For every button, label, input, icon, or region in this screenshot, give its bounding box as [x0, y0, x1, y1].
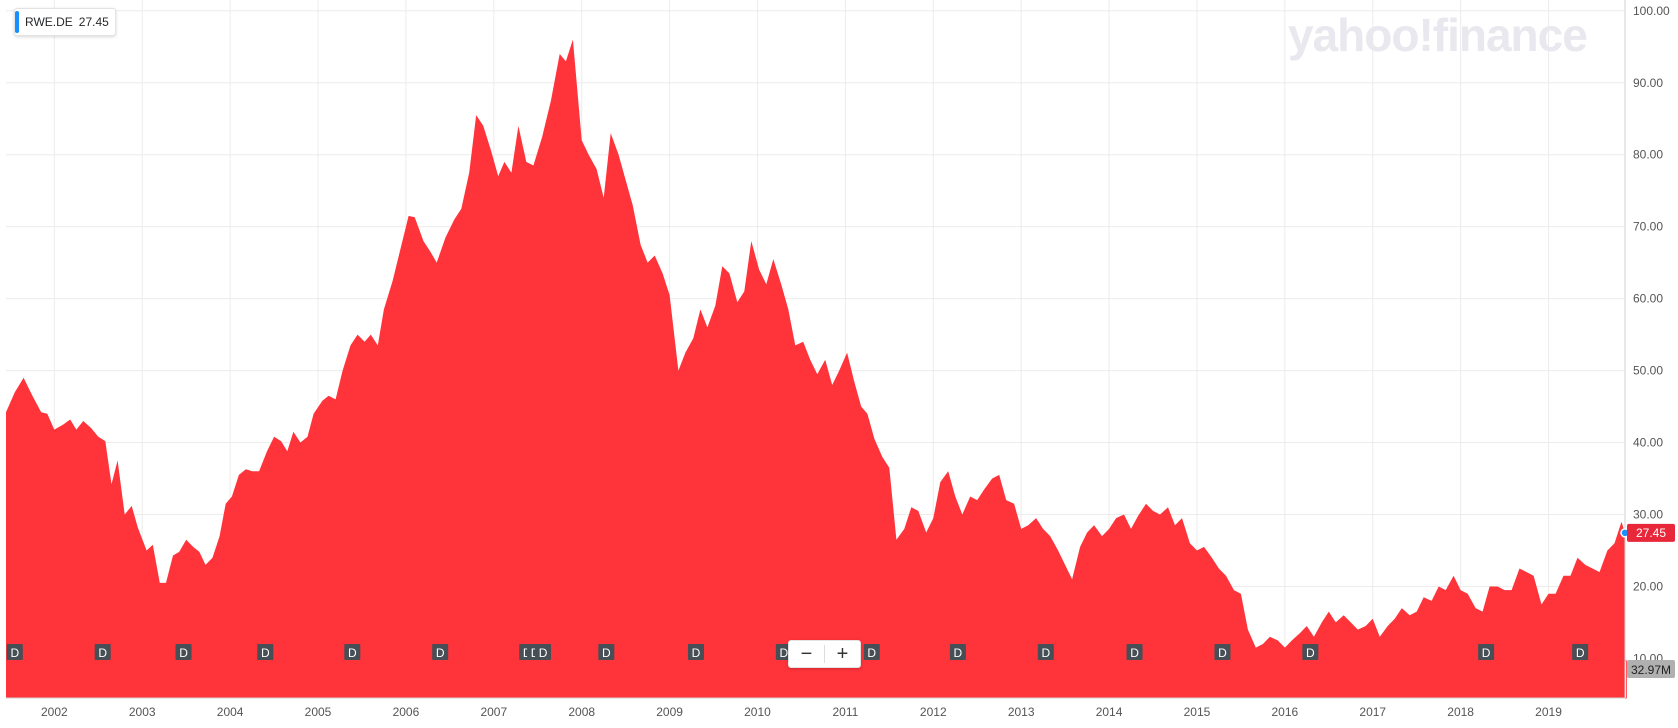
y-tick-label: 70.00: [1633, 220, 1663, 234]
x-tick-label: 2002: [41, 705, 68, 719]
dividend-marker[interactable]: D: [432, 644, 449, 660]
last-price-tag: [1627, 523, 1675, 542]
y-tick-label: 50.00: [1633, 364, 1663, 378]
dividend-marker-label: D: [867, 646, 876, 660]
dividend-marker-label: D: [1218, 646, 1227, 660]
last-price-label: 27.45: [1636, 526, 1666, 540]
dividend-marker[interactable]: D: [949, 644, 966, 660]
dividend-marker[interactable]: D: [1126, 644, 1143, 660]
dividend-marker-label: D: [954, 646, 963, 660]
dividend-marker-label: D: [1041, 646, 1050, 660]
volume-tag: [1627, 660, 1675, 678]
dividend-marker-box: [598, 644, 615, 660]
x-tick-label: 2019: [1535, 705, 1562, 719]
dividend-marker-box: [344, 644, 361, 660]
ticker-value: 27.45: [78, 15, 109, 29]
dividend-marker-label: D: [1306, 646, 1315, 660]
volume-label: 32.97M: [1631, 663, 1671, 677]
x-tick-label: 2016: [1272, 705, 1299, 719]
dividend-marker[interactable]: D: [1037, 644, 1054, 660]
y-tick-label: 20.00: [1633, 579, 1663, 593]
dividend-marker-label: D: [98, 646, 107, 660]
x-tick-label: 2006: [393, 705, 420, 719]
zoom-divider: [824, 645, 825, 663]
dividend-marker[interactable]: D: [535, 644, 552, 660]
dividend-marker[interactable]: D: [1214, 644, 1231, 660]
dividend-marker-label: D: [692, 646, 701, 660]
chart-axes: [6, 0, 1626, 699]
x-tick-label: 2011: [832, 705, 858, 719]
zoom-in-button[interactable]: +: [836, 643, 849, 665]
dividend-marker-box: [775, 644, 792, 660]
dividend-marker-box: [1572, 644, 1589, 660]
ticker-symbol: RWE.DE: [25, 15, 73, 29]
y-tick-label: 30.00: [1633, 508, 1663, 522]
dividend-marker-box: [1214, 644, 1231, 660]
dividend-marker[interactable]: D: [1572, 644, 1589, 660]
dividend-marker[interactable]: D: [175, 644, 192, 660]
dividend-marker-label: D: [436, 646, 445, 660]
dividend-marker[interactable]: D: [775, 644, 792, 660]
x-tick-label: 2009: [656, 705, 683, 719]
y-tick-label: 100.00: [1633, 4, 1670, 18]
dividend-marker-label: D: [179, 646, 188, 660]
dividend-marker-label: D: [780, 646, 789, 660]
y-tick-label: 40.00: [1633, 436, 1663, 450]
dividend-marker-box: [535, 644, 552, 660]
dividend-marker-box: [1302, 644, 1319, 660]
x-tick-label: 2014: [1096, 705, 1123, 719]
x-tick-label: 2005: [305, 705, 332, 719]
dividend-marker-label: D: [10, 646, 19, 660]
x-tick-label: 2008: [568, 705, 595, 719]
dividend-marker[interactable]: D: [687, 644, 704, 660]
dividend-marker[interactable]: D: [344, 644, 361, 660]
price-area-series: [6, 39, 1625, 699]
dividend-marker[interactable]: D: [6, 644, 23, 660]
dividend-marker-box: [6, 644, 23, 660]
dividend-marker-label: D: [1130, 646, 1139, 660]
dividend-marker[interactable]: D: [598, 644, 615, 660]
dividend-marker[interactable]: D: [1302, 644, 1319, 660]
dividend-marker-box: [1478, 644, 1495, 660]
dividend-marker-box: [863, 644, 880, 660]
dividend-marker[interactable]: D: [1478, 644, 1495, 660]
dividend-markers[interactable]: DDDDDDDDDDDDDDDDDDDD: [6, 644, 1589, 660]
dividend-marker-box: [1037, 644, 1054, 660]
y-tick-label: 60.00: [1633, 292, 1663, 306]
x-tick-label: 2010: [744, 705, 771, 719]
axis-labels: 10.0020.0030.0040.0050.0060.0070.0080.00…: [41, 4, 1675, 719]
dividend-marker-label: D: [602, 646, 611, 660]
dividend-marker-box: [257, 644, 274, 660]
y-tick-label: 90.00: [1633, 76, 1663, 90]
yahoo-finance-logo: yahoo!finance: [1288, 9, 1588, 61]
ticker-legend[interactable]: RWE.DE 27.45: [14, 8, 116, 36]
zoom-out-button[interactable]: −: [800, 643, 813, 665]
dividend-marker-label: D: [1576, 646, 1585, 660]
dividend-marker-label: D: [1482, 646, 1491, 660]
x-tick-label: 2018: [1447, 705, 1474, 719]
dividend-marker-label: D: [261, 646, 270, 660]
dividend-marker-label: D: [348, 646, 357, 660]
dividend-marker[interactable]: D: [863, 644, 880, 660]
zoom-controls: − +: [788, 640, 861, 668]
ticker-color-swatch: [15, 11, 19, 33]
dividend-marker-box: [687, 644, 704, 660]
dividend-marker[interactable]: D: [94, 644, 111, 660]
x-tick-label: 2004: [217, 705, 244, 719]
x-tick-label: 2017: [1359, 705, 1386, 719]
y-tick-label: 80.00: [1633, 148, 1663, 162]
dividend-marker-box: [949, 644, 966, 660]
x-tick-label: 2012: [920, 705, 947, 719]
dividend-marker-label: D: [539, 646, 548, 660]
x-tick-label: 2007: [480, 705, 507, 719]
x-tick-label: 2015: [1184, 705, 1211, 719]
dividend-marker-box: [94, 644, 111, 660]
x-tick-label: 2013: [1008, 705, 1035, 719]
dividend-marker-box: [175, 644, 192, 660]
dividend-marker-box: [1126, 644, 1143, 660]
x-tick-label: 2003: [129, 705, 156, 719]
dividend-marker[interactable]: D: [257, 644, 274, 660]
dividend-marker-box: [432, 644, 449, 660]
